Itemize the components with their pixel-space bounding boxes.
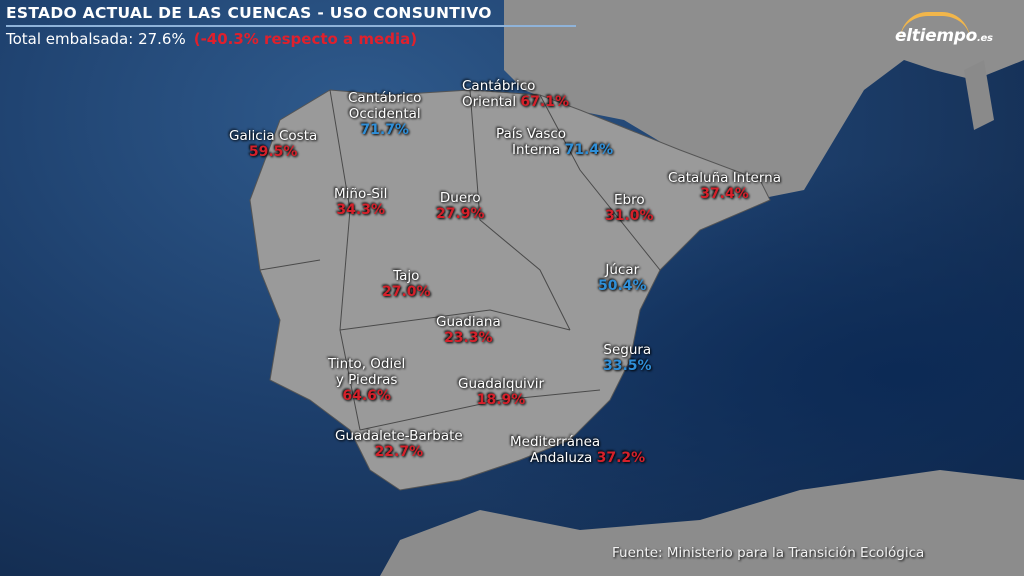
- basin-ebro: Ebro 31.0%: [605, 192, 654, 224]
- africa-landmass: [380, 470, 1024, 576]
- basin-tajo: Tajo 27.0%: [382, 268, 431, 300]
- france-landmass: [504, 0, 1024, 200]
- title-divider: [6, 25, 576, 27]
- header: ESTADO ACTUAL DE LAS CUENCAS - USO CONSU…: [6, 4, 576, 48]
- basin-segura: Segura 33.5%: [603, 342, 652, 374]
- iberia-landmass: [249, 89, 771, 491]
- basin-guadalete-barbate: Guadalete-Barbate 22.7%: [335, 428, 463, 460]
- basin-mino-sil: Miño-Sil 34.3%: [334, 186, 388, 218]
- total-delta: (-40.3% respecto a media): [193, 30, 418, 48]
- basin-cataluna-interna: Cataluña Interna 37.4%: [668, 170, 781, 202]
- basin-cantabrico-oriental: Cantábrico Oriental 67.1%: [462, 78, 569, 110]
- basin-tinto-odiel-piedras: Tinto, Odiel y Piedras 64.6%: [328, 356, 406, 404]
- total-label: Total embalsada: 27.6%: [6, 30, 186, 48]
- basin-duero: Duero 27.9%: [436, 190, 485, 222]
- source-credit: Fuente: Ministerio para la Transición Ec…: [612, 545, 925, 561]
- basin-pais-vasco-interna: País Vasco Interna 71.4%: [496, 126, 614, 158]
- basin-guadiana: Guadiana 23.3%: [436, 314, 501, 346]
- basin-guadalquivir: Guadalquivir 18.9%: [458, 376, 545, 408]
- total-summary: Total embalsada: 27.6% (-40.3% respecto a…: [6, 30, 576, 48]
- map-title: ESTADO ACTUAL DE LAS CUENCAS - USO CONSU…: [6, 4, 492, 22]
- basin-galicia-costa: Galicia Costa 59.5%: [229, 128, 318, 160]
- basin-mediterranea-andaluza: Mediterránea Andaluza 37.2%: [510, 434, 646, 466]
- logo-sun-arc-icon: [900, 12, 970, 40]
- basin-cantabrico-occidental: Cantábrico Occidental 71.7%: [348, 90, 422, 138]
- brand-logo: eltiempo.es: [895, 26, 993, 46]
- basin-jucar: Júcar 50.4%: [598, 262, 647, 294]
